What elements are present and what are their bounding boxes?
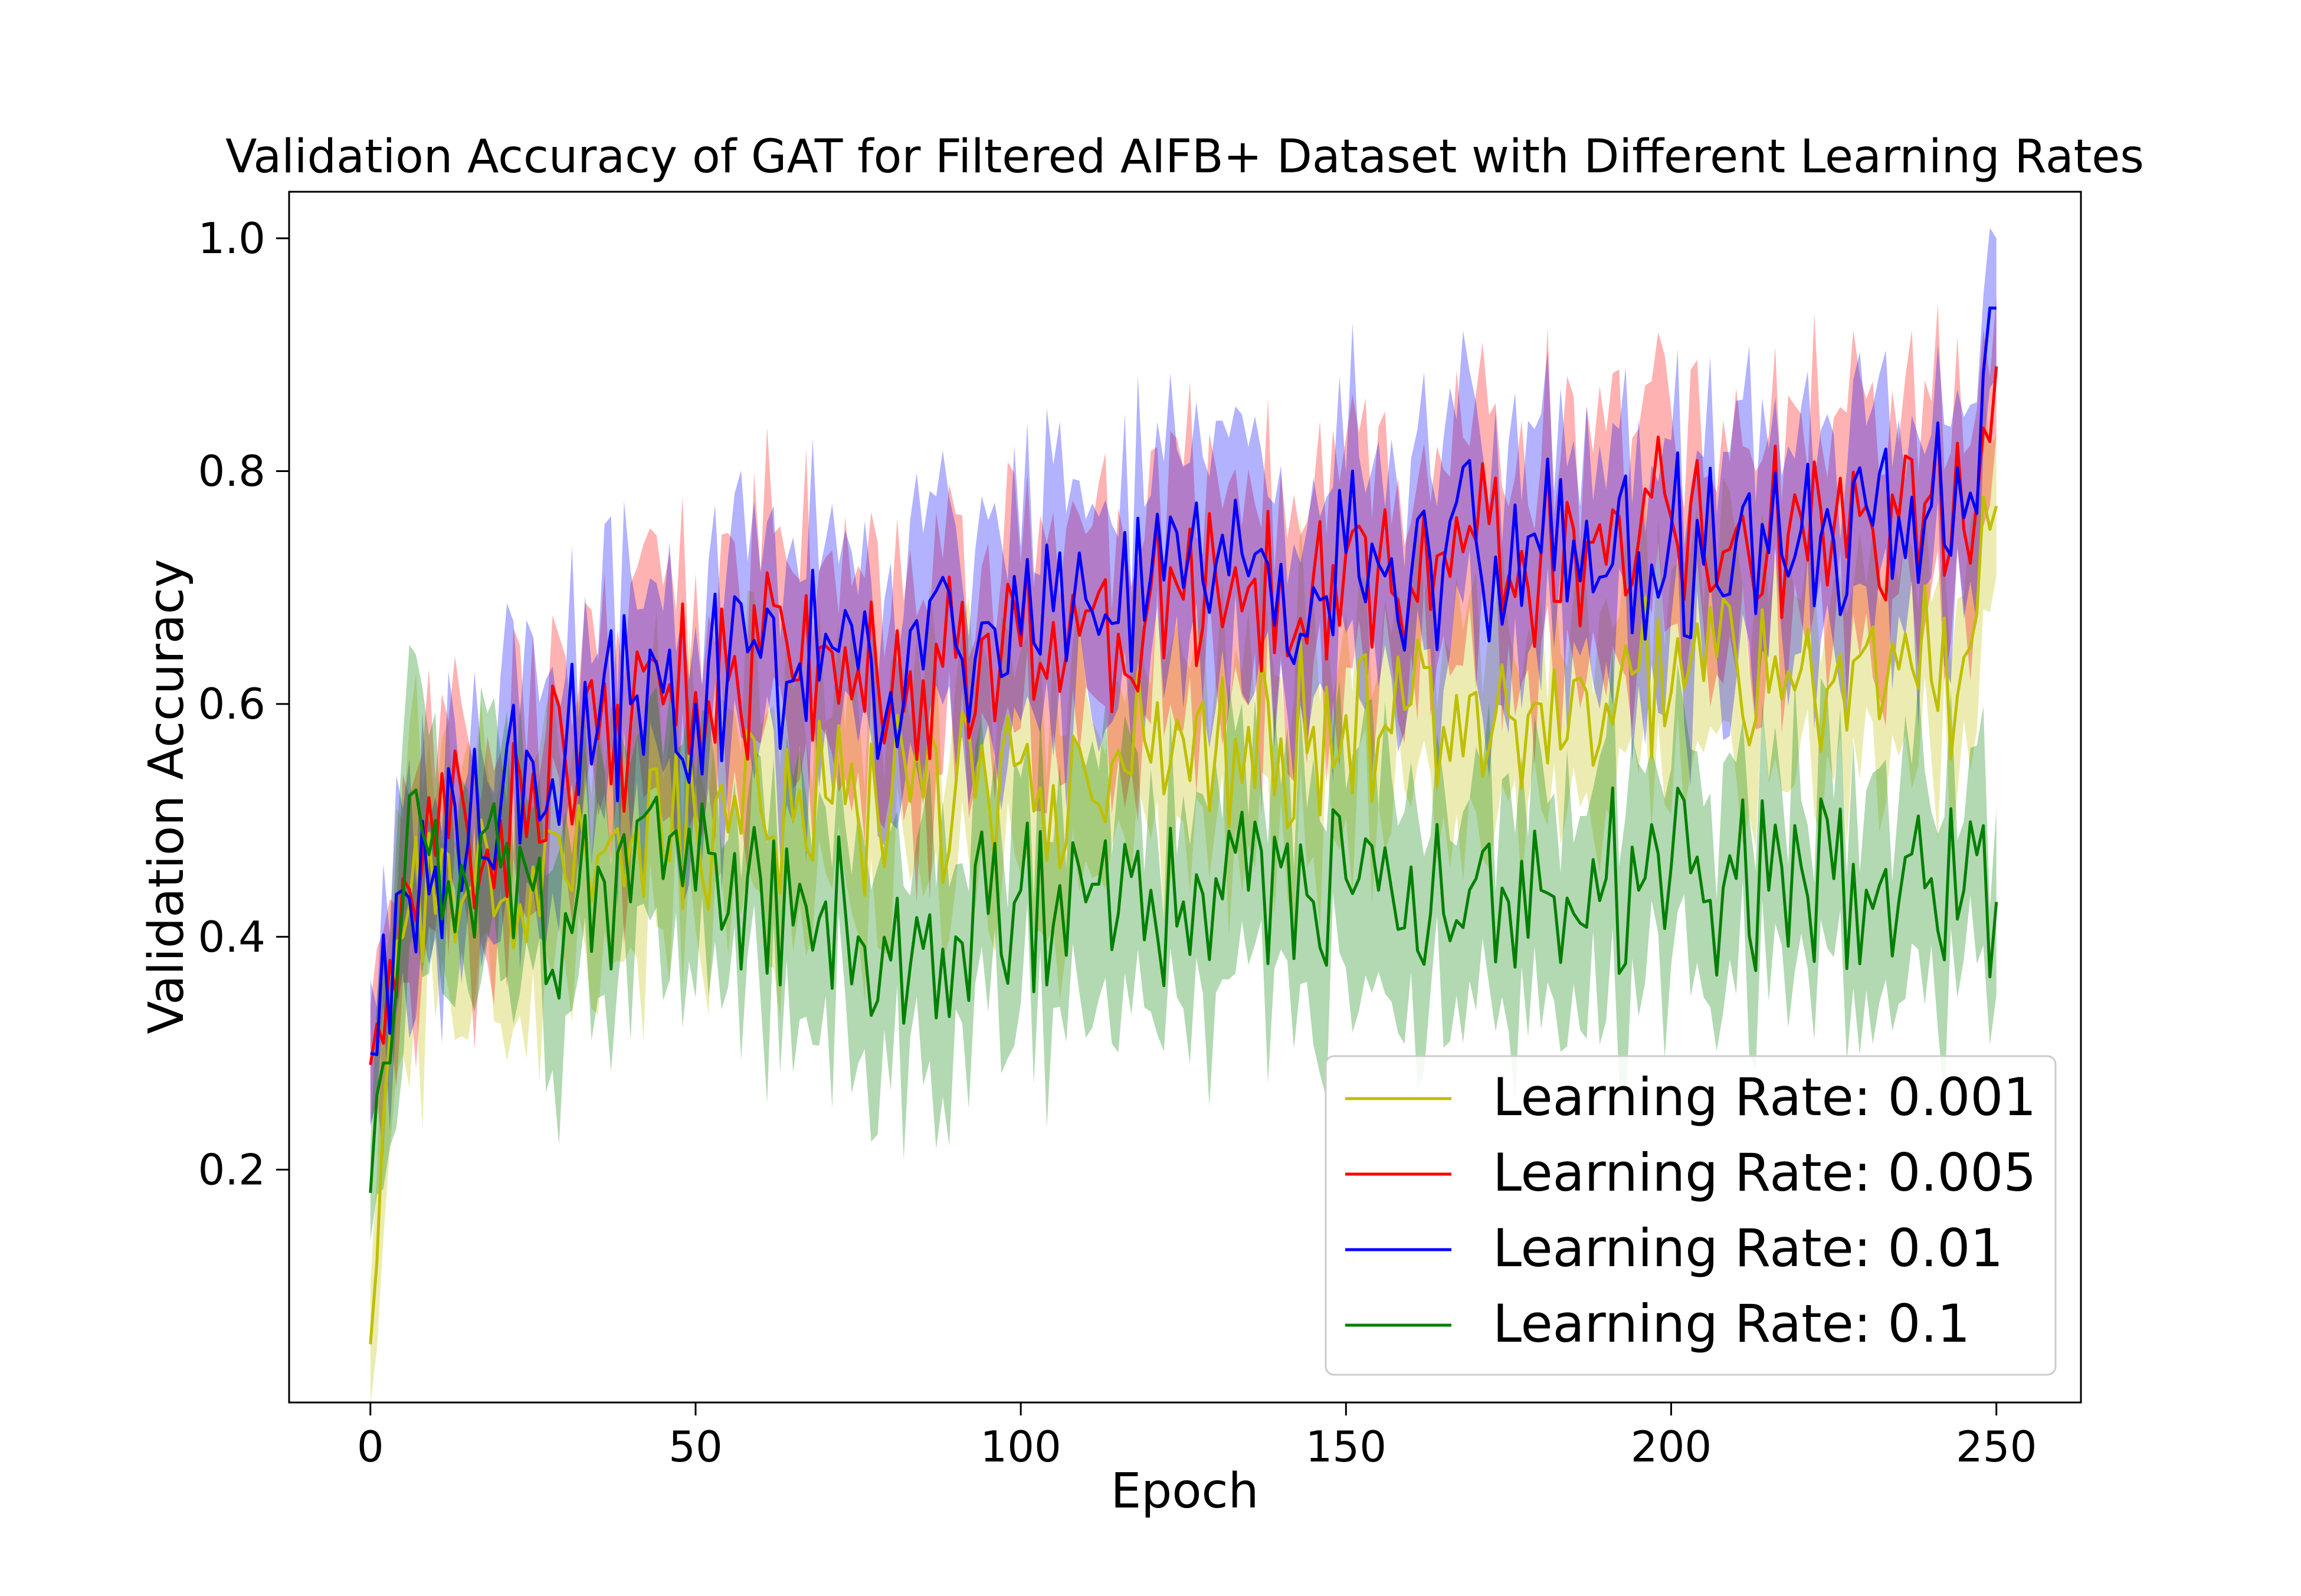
- legend-box: [1325, 1055, 2057, 1376]
- series-line: [369, 786, 1998, 1193]
- legend-label: Learning Rate: 0.1: [1493, 1293, 1970, 1354]
- confidence-bands: [370, 228, 1997, 1405]
- x-tick-label: 200: [1631, 1422, 1712, 1472]
- series-band: [370, 228, 1997, 1131]
- legend-label: Learning Rate: 0.01: [1493, 1218, 2003, 1279]
- y-tick-label: 0.6: [198, 679, 266, 729]
- x-tick-label: 0: [357, 1422, 384, 1472]
- series-line: [370, 306, 1997, 1057]
- x-tick-label: 250: [1956, 1422, 2037, 1472]
- y-tick-label: 1.0: [198, 214, 266, 263]
- legend-label: Learning Rate: 0.005: [1493, 1142, 2036, 1203]
- series-band: [370, 385, 1997, 1405]
- y-tick-label: 0.2: [198, 1145, 266, 1194]
- x-axis-label: Epoch: [1110, 1463, 1258, 1519]
- series-line: [369, 495, 1998, 1345]
- plot-frame: [288, 191, 2082, 1404]
- x-axis-ticks: 0 50 100 150 200 250: [357, 1402, 2037, 1472]
- legend-entry: Learning Rate: 0.01: [1345, 1218, 2003, 1279]
- y-tick-label: 0.8: [198, 447, 266, 496]
- legend: Learning Rate: 0.001 Learning Rate: 0.00…: [1325, 1055, 2057, 1376]
- chart-title: Validation Accuracy of GAT for Filtered …: [225, 130, 2144, 183]
- series-band: [370, 644, 1997, 1241]
- legend-entry: Learning Rate: 0.001: [1345, 1067, 2036, 1128]
- x-tick-label: 50: [668, 1422, 723, 1472]
- y-tick-label: 0.4: [198, 912, 266, 962]
- legend-label: Learning Rate: 0.001: [1493, 1067, 2036, 1128]
- legend-entry: Learning Rate: 0.1: [1345, 1293, 1970, 1354]
- y-axis-label: Validation Accuracy: [139, 559, 195, 1034]
- legend-entry: Learning Rate: 0.005: [1345, 1142, 2036, 1203]
- series-lines: [369, 306, 1998, 1345]
- y-axis-ticks: 0.2 0.4 0.6 0.8 1.0: [198, 214, 289, 1194]
- x-tick-label: 150: [1306, 1422, 1386, 1472]
- series-line: [369, 366, 1998, 1066]
- x-tick-label: 100: [980, 1422, 1061, 1472]
- series-band: [370, 296, 1997, 1156]
